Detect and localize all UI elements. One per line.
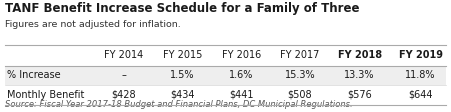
Text: 13.3%: 13.3% [345,70,375,80]
Text: 15.3%: 15.3% [285,70,315,80]
Text: FY 2018: FY 2018 [338,50,382,60]
Text: Source: Fiscal Year 2017-18 Budget and Financial Plans, DC Municipal Regulations: Source: Fiscal Year 2017-18 Budget and F… [5,100,352,109]
Text: –: – [122,70,126,80]
Text: FY 2017: FY 2017 [280,50,320,60]
Text: $428: $428 [112,90,136,100]
Text: $576: $576 [347,90,372,100]
Text: $508: $508 [288,90,312,100]
Text: FY 2015: FY 2015 [163,50,202,60]
Text: $644: $644 [408,90,433,100]
Text: $434: $434 [170,90,195,100]
Text: % Increase: % Increase [7,70,60,80]
Bar [5,66,446,85]
Text: FY 2016: FY 2016 [221,50,261,60]
Text: 1.5%: 1.5% [170,70,195,80]
Text: $441: $441 [229,90,253,100]
Text: Figures are not adjusted for inflation.: Figures are not adjusted for inflation. [5,20,180,29]
Text: 11.8%: 11.8% [405,70,436,80]
Text: TANF Benefit Increase Schedule for a Family of Three: TANF Benefit Increase Schedule for a Fam… [5,2,359,15]
Text: Monthly Benefit: Monthly Benefit [7,90,84,100]
Text: 1.6%: 1.6% [229,70,253,80]
Text: FY 2019: FY 2019 [399,50,442,60]
Text: FY 2014: FY 2014 [104,50,144,60]
Bar [5,85,446,105]
